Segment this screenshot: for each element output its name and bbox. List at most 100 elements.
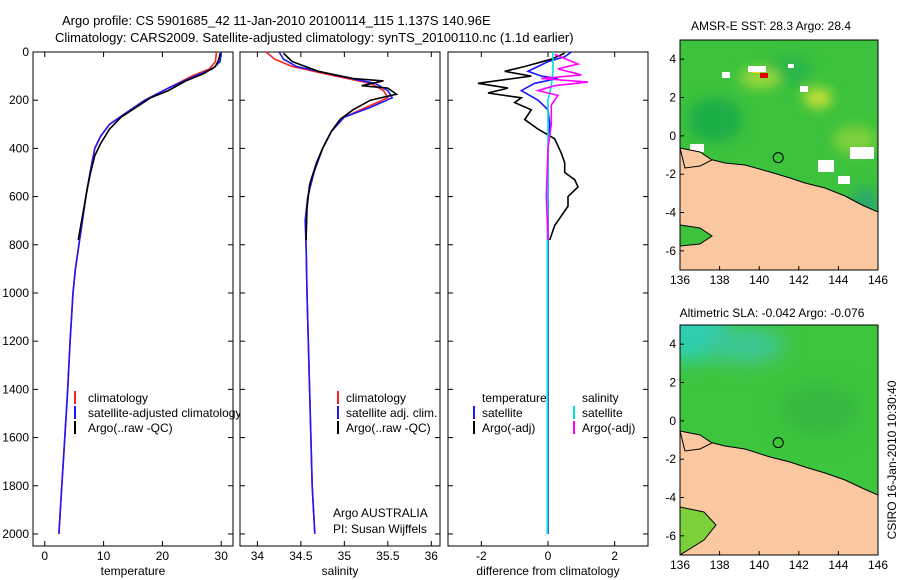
difference-ticks: -2 0 2 (448, 51, 648, 563)
x-tick-label: -2 (476, 549, 487, 563)
series-line (534, 53, 589, 241)
y-tick-label: 400 (9, 141, 29, 155)
sla-landmass (680, 430, 878, 555)
legend-label-argo: Argo(..raw -QC) (346, 421, 431, 435)
y-tick-label: 1400 (2, 382, 29, 396)
legend-title-salinity: salinity (582, 391, 619, 405)
sst-hotspot (760, 73, 768, 78)
sst-map-field (680, 40, 878, 270)
legend-label-sal-sat: satellite (582, 406, 623, 420)
map-x-tick-label: 142 (789, 273, 809, 287)
argo-float-marker (772, 152, 784, 164)
legend-label-sat: satellite-adjusted climatology (88, 406, 241, 420)
y-tick-label: 1000 (2, 286, 29, 300)
map-x-tick-label: 144 (828, 558, 848, 572)
series-line (546, 52, 554, 534)
y-tick-label: 800 (9, 238, 29, 252)
salinity-lines (265, 51, 399, 535)
x-tick-label: 30 (215, 549, 229, 563)
x-tick-label: 34 (251, 549, 265, 563)
sst-missing-cell (850, 147, 874, 159)
map-y-tick-label: 0 (669, 129, 676, 143)
map-y-tick-label: -6 (665, 529, 676, 543)
sst-map-frame (679, 39, 879, 271)
legend-title-temperature: temperature (482, 391, 547, 405)
bay-polygon (680, 224, 713, 247)
sst-missing-cell (748, 66, 766, 72)
map-x-tick-label: 142 (789, 558, 809, 572)
y-tick-label: 1800 (2, 479, 29, 493)
y-tick-label: 0 (22, 45, 29, 59)
island-polygon (680, 147, 713, 169)
x-tick-label: 20 (156, 549, 170, 563)
series-line (282, 52, 399, 241)
sla-map: Altimetric SLA: -0.042 Argo: -0.076 (665, 306, 888, 572)
map-y-tick-label: -2 (665, 167, 676, 181)
map-y-tick-label: -4 (665, 206, 676, 220)
sst-patch (804, 88, 832, 108)
x-tick-label: 10 (97, 549, 111, 563)
sst-missing-cell (690, 144, 704, 152)
map-x-tick-label: 138 (710, 273, 730, 287)
sst-map-ticks: 136 138 140 142 144 146 -6 -4 -2 0 2 4 (665, 52, 888, 287)
y-tick-label: 2000 (2, 527, 29, 541)
land-polygon (680, 149, 878, 270)
sst-patch (687, 98, 743, 142)
difference-xlabel: difference from climatology (476, 564, 619, 578)
sst-missing-cell (800, 86, 808, 92)
sst-map-title: AMSR-E SST: 28.3 Argo: 28.4 (691, 19, 851, 33)
temperature-legend: climatology satellite-adjusted climatolo… (74, 391, 241, 435)
map-y-tick-label: 4 (669, 337, 676, 351)
map-y-tick-label: -6 (665, 244, 676, 258)
legend-label-temp-sat: satellite (482, 406, 523, 420)
x-tick-label: 36 (425, 549, 439, 563)
legend-label-clim: climatology (346, 391, 406, 405)
float-pi-label: PI: Susan Wijffels (333, 522, 427, 536)
map-x-tick-label: 146 (868, 273, 888, 287)
salinity-xlabel: salinity (322, 564, 359, 578)
argo-float-marker (772, 437, 784, 449)
temperature-lines (58, 51, 222, 535)
map-y-tick-label: 2 (669, 376, 676, 390)
temperature-axes-frame (32, 51, 234, 547)
map-x-tick-label: 140 (749, 558, 769, 572)
salinity-panel: 34 34.5 35 35.5 36 salinity climatology sate… (239, 51, 441, 578)
float-owner-label: Argo AUSTRALIA (333, 506, 428, 520)
x-tick-label: 34.5 (289, 549, 313, 563)
temperature-ticks: 0 10 20 30 0 200 400 600 800 1000 1200 1400 1600 1800… (2, 45, 233, 563)
sla-map-title: Altimetric SLA: -0.042 Argo: -0.076 (680, 306, 865, 320)
sla-map-frame (679, 324, 879, 556)
temperature-xlabel: temperature (101, 564, 166, 578)
bay-polygon (680, 506, 717, 555)
difference-legend: temperature satellite Argo(-adj) salinit… (473, 391, 635, 435)
land-polygon (680, 432, 878, 555)
sst-missing-cell (722, 72, 730, 78)
map-x-tick-label: 144 (828, 273, 848, 287)
map-x-tick-label: 140 (749, 273, 769, 287)
difference-panel: -2 0 2 difference from climatology tempera… (447, 51, 649, 578)
legend-label-clim: climatology (88, 391, 148, 405)
series-line (77, 53, 221, 241)
x-tick-label: 35.5 (376, 549, 400, 563)
legend-label-sal-argo: Argo(-adj) (582, 421, 635, 435)
map-y-tick-label: 4 (669, 52, 676, 66)
sst-map: AMSR-E SST: 28.3 Argo: 28.4 (665, 19, 888, 287)
legend-label-argo: Argo(..raw -QC) (88, 421, 173, 435)
salinity-legend: climatology satellite adj. clim. Argo(..… (337, 391, 437, 435)
sla-patch (705, 327, 785, 363)
timestamp-stamp: CSIRO 16-Jan-2010 10:30:40 (885, 380, 899, 539)
map-x-tick-label: 136 (670, 273, 690, 287)
map-x-tick-label: 138 (710, 558, 730, 572)
figure-title-line2: Climatology: CARS2009. Satellite-adjuste… (55, 30, 574, 45)
legend-label-temp-argo: Argo(-adj) (482, 421, 535, 435)
series-line (519, 51, 572, 534)
y-tick-label: 600 (9, 190, 29, 204)
island-polygon (680, 430, 713, 452)
y-tick-label: 1600 (2, 431, 29, 445)
sst-missing-cell (818, 160, 834, 172)
x-tick-label: 2 (611, 549, 618, 563)
salinity-ticks: 34 34.5 35 35.5 36 (240, 51, 440, 563)
x-tick-label: 35 (338, 549, 352, 563)
